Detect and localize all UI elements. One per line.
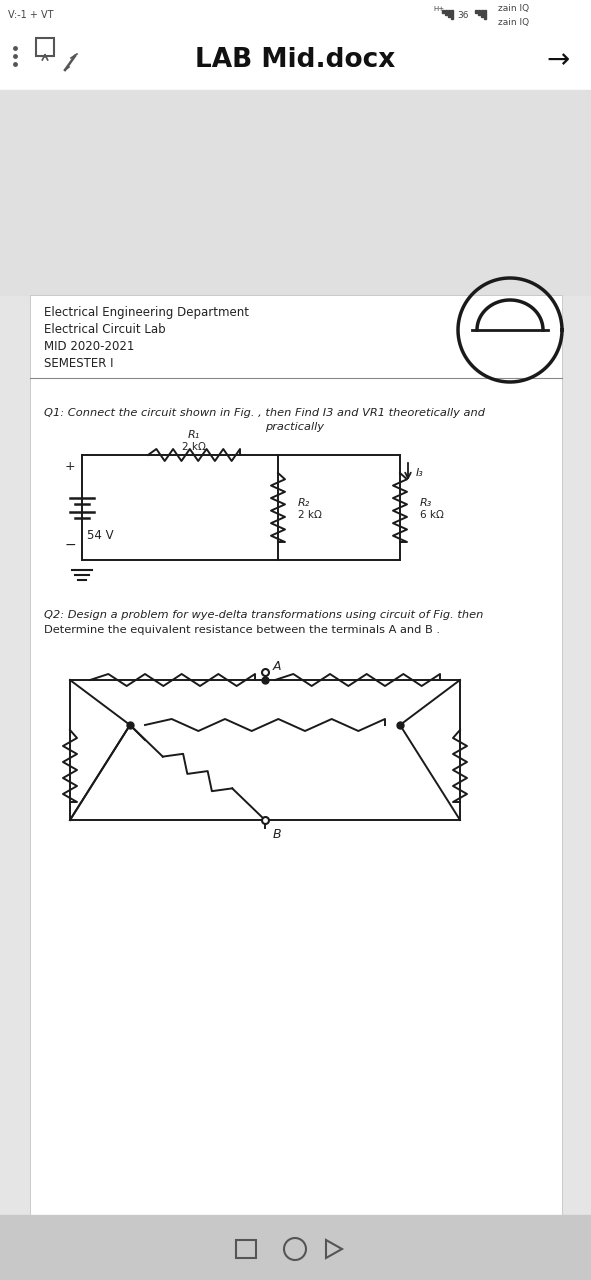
Text: −: − xyxy=(64,538,76,552)
Bar xyxy=(0,29,591,90)
Text: 36: 36 xyxy=(457,10,469,19)
Text: SEMESTER I: SEMESTER I xyxy=(44,357,113,370)
Text: Q1: Connect the circuit shown in Fig. , then Find I3 and VR1 theoretically and: Q1: Connect the circuit shown in Fig. , … xyxy=(44,408,485,419)
Bar xyxy=(442,10,444,13)
Text: zain IQ: zain IQ xyxy=(498,5,529,14)
Text: 54 V: 54 V xyxy=(87,529,113,541)
Text: 2 kΩ: 2 kΩ xyxy=(182,442,206,452)
Text: Electrical Engineering Department: Electrical Engineering Department xyxy=(44,306,249,319)
Text: Determine the equivalent resistance between the terminals A and B .: Determine the equivalent resistance betw… xyxy=(44,625,440,635)
Text: R₂: R₂ xyxy=(298,498,310,508)
Text: +: + xyxy=(64,461,75,474)
Bar xyxy=(481,10,483,17)
Text: Q2: Design a problem for wye-delta transformations using circuit of Fig. then: Q2: Design a problem for wye-delta trans… xyxy=(44,611,483,620)
Bar xyxy=(451,10,453,19)
Bar xyxy=(0,1215,591,1280)
Bar xyxy=(0,90,591,294)
Text: H+: H+ xyxy=(433,6,444,12)
Text: R₁: R₁ xyxy=(188,430,200,440)
Bar xyxy=(475,10,477,13)
Text: A: A xyxy=(273,659,281,672)
Bar xyxy=(236,1240,256,1258)
Bar xyxy=(36,38,54,56)
Bar xyxy=(484,10,486,19)
Text: zain IQ: zain IQ xyxy=(498,18,529,27)
Text: practically: practically xyxy=(265,422,324,431)
Text: V:-1 + VT: V:-1 + VT xyxy=(8,10,54,20)
Text: R₃: R₃ xyxy=(420,498,432,508)
Bar xyxy=(0,0,591,29)
Bar xyxy=(445,10,447,15)
Text: MID 2020-2021: MID 2020-2021 xyxy=(44,340,134,353)
Text: B: B xyxy=(273,827,282,841)
Text: I₃: I₃ xyxy=(416,468,424,477)
Bar xyxy=(478,10,480,15)
Text: 6 kΩ: 6 kΩ xyxy=(420,511,444,521)
Bar xyxy=(30,294,562,1215)
Text: 2 kΩ: 2 kΩ xyxy=(298,511,322,521)
Bar xyxy=(448,10,450,17)
Text: LAB Mid.docx: LAB Mid.docx xyxy=(195,47,395,73)
Text: Electrical Circuit Lab: Electrical Circuit Lab xyxy=(44,323,165,335)
Text: →: → xyxy=(546,46,570,74)
